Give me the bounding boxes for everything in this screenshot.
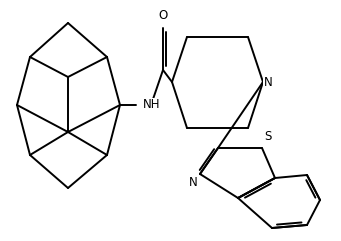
Text: N: N — [189, 176, 198, 189]
Text: N: N — [264, 75, 273, 88]
Text: O: O — [158, 9, 168, 22]
Text: NH: NH — [143, 99, 161, 112]
Text: S: S — [264, 130, 271, 143]
